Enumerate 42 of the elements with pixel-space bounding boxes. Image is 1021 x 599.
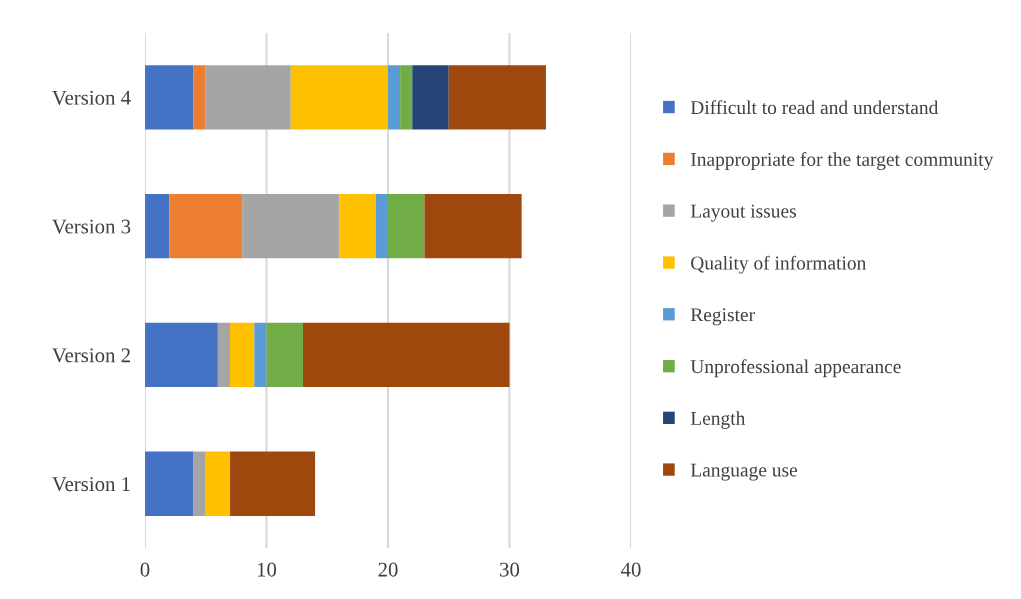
legend-label: Inappropriate for the target community xyxy=(690,152,994,170)
bar xyxy=(448,65,546,130)
bar xyxy=(254,322,267,388)
y-tick-label: Version 3 xyxy=(52,219,131,234)
legend-label: Register xyxy=(690,308,755,326)
bar xyxy=(144,322,218,388)
bar xyxy=(144,451,194,516)
bar xyxy=(169,193,243,259)
bar xyxy=(144,193,170,259)
x-tick-label: 20 xyxy=(378,562,398,577)
x-tick-label: 30 xyxy=(500,562,520,577)
bar xyxy=(339,193,376,259)
bar xyxy=(217,322,231,388)
bar xyxy=(144,65,194,130)
y-tick-label: Version 1 xyxy=(52,477,130,492)
x-tick-label: 40 xyxy=(620,562,641,577)
bar xyxy=(400,65,413,130)
bar xyxy=(230,322,255,388)
bar xyxy=(424,193,522,259)
legend-label: Difficult to read and understand xyxy=(690,100,939,115)
legend-label: Unprofessional appearance xyxy=(690,359,901,378)
bar xyxy=(193,65,206,130)
legend-label: Length xyxy=(690,411,746,429)
legend-label: Layout issues xyxy=(690,204,796,222)
bar xyxy=(387,193,425,259)
bar xyxy=(242,193,340,259)
x-tick-label: 0 xyxy=(140,562,150,577)
bar xyxy=(412,65,449,130)
bar xyxy=(266,322,303,388)
bar xyxy=(290,65,388,130)
legend-label: Quality of information xyxy=(691,255,867,274)
x-tick-label: 10 xyxy=(257,562,277,577)
bar xyxy=(230,451,316,516)
bar xyxy=(387,65,401,130)
bar xyxy=(205,65,291,130)
bar xyxy=(375,193,388,259)
y-tick-label: Version 2 xyxy=(52,348,130,363)
bar xyxy=(193,451,206,516)
bar xyxy=(302,322,510,388)
bar xyxy=(205,451,231,516)
legend-label: Language use xyxy=(690,463,798,481)
y-tick-label: Version 4 xyxy=(52,90,131,105)
